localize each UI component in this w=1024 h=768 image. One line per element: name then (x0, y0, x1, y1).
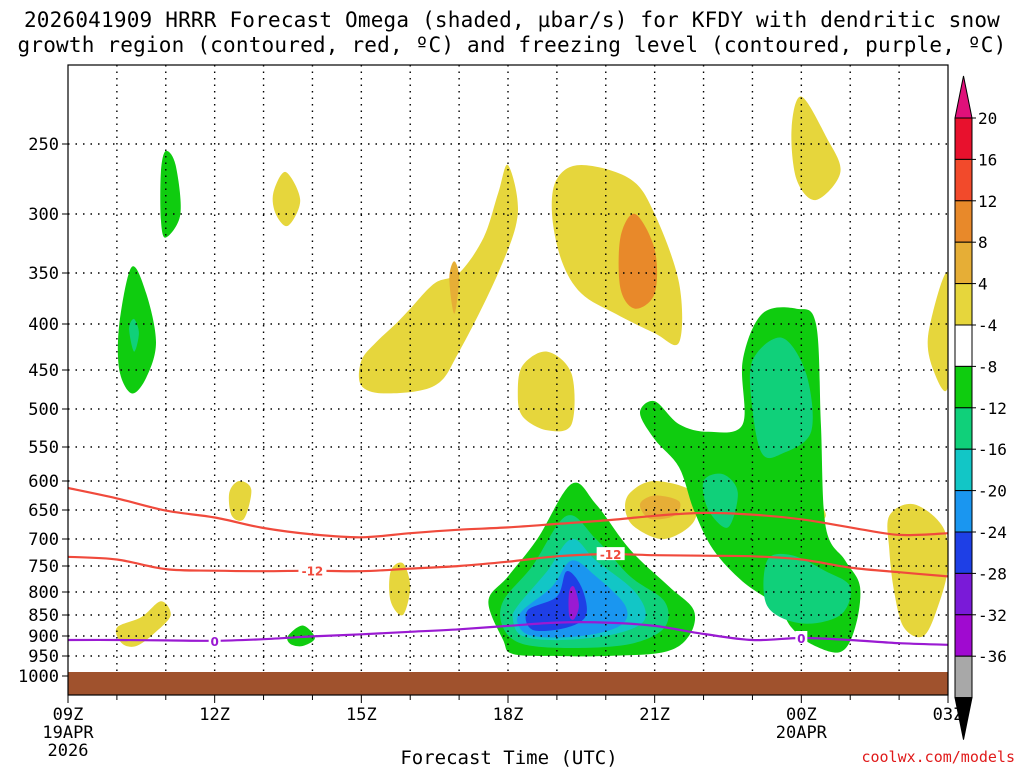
colorbar-label: -12 (978, 399, 1007, 418)
contour-label-bg (596, 547, 625, 561)
contour-label: 0 (797, 632, 805, 646)
contour-label-bg (795, 631, 808, 644)
dendritic-contour (68, 552, 948, 578)
y-tick-label: 750 (28, 557, 59, 577)
y-tick-label: 250 (28, 135, 59, 155)
colorbar-label: -8 (978, 357, 997, 376)
colorbar-swatch (954, 117, 973, 160)
colorbar-swatch (954, 407, 973, 450)
omega-region-yellow (358, 164, 519, 394)
omega-region-orange_light (639, 495, 681, 520)
colorbar-label: -28 (978, 564, 1007, 583)
omega-region-yellow (927, 272, 948, 392)
omega-region-seagreen (129, 318, 139, 352)
credit-label: coolwx.com/models (861, 748, 1015, 766)
contour-label: 0 (210, 635, 218, 649)
y-tick-label: 650 (28, 501, 59, 521)
colorbar-top-arrow (954, 75, 973, 119)
omega-region-orange_light (449, 261, 460, 314)
colorbar-swatch (954, 158, 973, 202)
colorbar-swatch (954, 614, 973, 657)
y-tick-label: 900 (28, 627, 59, 647)
y-tick-label: 450 (28, 361, 59, 381)
x-tick-label: 15Z (346, 705, 377, 725)
colorbar-label: 16 (978, 150, 997, 169)
colorbar-swatch (954, 655, 973, 699)
omega-region-yellow (272, 171, 301, 227)
x-year-label: 2026 (48, 741, 89, 761)
colorbar-label: -32 (978, 606, 1007, 625)
colorbar-label: 20 (978, 109, 997, 128)
ground-surface (68, 672, 948, 695)
colorbar-swatch (954, 572, 973, 616)
omega-region-yellow (791, 96, 841, 201)
dendritic-contour (68, 486, 948, 539)
colorbar-label: 8 (978, 233, 988, 252)
x-tick-label: 03Z (933, 705, 964, 725)
x-tick-label: 18Z (493, 705, 524, 725)
chart-title-line2: growth region (contoured, red, ºC) and f… (17, 33, 1007, 57)
y-tick-label: 500 (28, 400, 59, 420)
omega-region-yellow (887, 503, 948, 638)
colorbar-swatch (954, 241, 973, 285)
colorbar-swatch (954, 200, 973, 243)
y-tick-label: 850 (28, 606, 59, 626)
omega-region-yellow (115, 601, 171, 647)
colorbar-swatch (954, 365, 973, 409)
y-tick-label: 700 (28, 530, 59, 550)
colorbar-swatch (954, 448, 973, 492)
x-tick-label: 21Z (639, 705, 670, 725)
colorbar-label: -16 (978, 440, 1007, 459)
x-axis-label: Forecast Time (UTC) (400, 747, 617, 768)
omega-region-orange (618, 213, 658, 309)
y-tick-label: 600 (28, 472, 59, 492)
chart-title-line1: 2026041909 HRRR Forecast Omega (shaded, … (23, 8, 1001, 32)
x-tick-label: 12Z (199, 705, 230, 725)
colorbar-label: -4 (978, 316, 997, 335)
x-tick-label: 00Z (786, 705, 817, 725)
y-tick-label: 300 (28, 205, 59, 225)
y-tick-label: 800 (28, 583, 59, 603)
y-tick-label: 950 (28, 647, 59, 667)
colorbar-swatch (954, 324, 973, 367)
contour-label: -12 (302, 565, 324, 579)
y-tick-label: 550 (28, 438, 59, 458)
colorbar-label: 12 (978, 192, 997, 211)
y-tick-label: 1000 (18, 667, 59, 687)
x-date-label: 20APR (776, 723, 828, 743)
colorbar-label: -24 (978, 523, 1007, 542)
contour-label-bg (298, 563, 327, 577)
colorbar-label: 4 (978, 275, 988, 294)
y-tick-label: 350 (28, 264, 59, 284)
colorbar-swatch (954, 531, 973, 574)
omega-region-yellow (228, 480, 252, 521)
omega-region-seagreen (763, 553, 851, 624)
colorbar-label: -36 (978, 647, 1007, 666)
x-date-label: 19APR (42, 723, 94, 743)
omega-region-yellow (517, 351, 575, 432)
contour-label-bg (208, 633, 221, 647)
colorbar-swatch (954, 490, 973, 533)
omega-region-purple (568, 585, 579, 620)
colorbar-label: -20 (978, 482, 1007, 501)
omega-region-seagreen (749, 337, 813, 459)
contour-label: -12 (600, 548, 622, 562)
y-tick-label: 400 (28, 315, 59, 335)
colorbar-bottom-arrow (954, 697, 973, 740)
x-tick-label: 09Z (53, 705, 84, 725)
omega-region-yellow (389, 562, 411, 616)
colorbar-swatch (954, 283, 973, 326)
